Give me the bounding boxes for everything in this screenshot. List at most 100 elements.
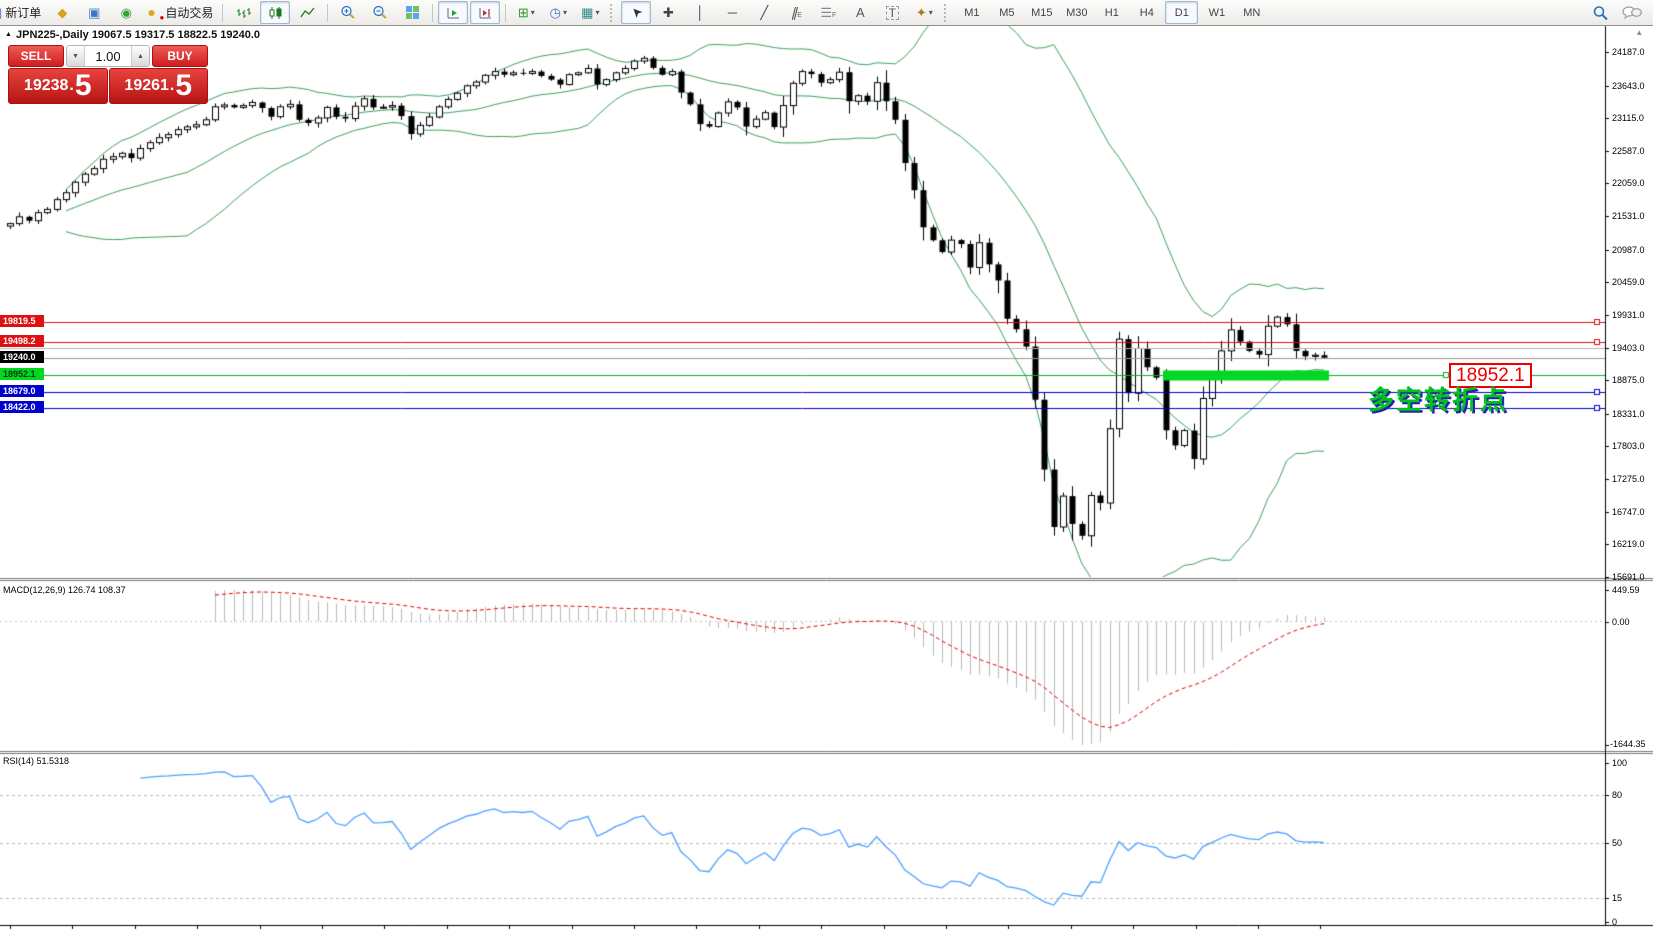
zoom-in-icon — [341, 5, 355, 19]
timeframe-button-m15[interactable]: M15 — [1031, 6, 1053, 19]
volume-input[interactable]: 1.00 — [95, 48, 121, 64]
cursor-tool-button[interactable]: ➤ — [621, 1, 652, 24]
sell-button[interactable]: SELL — [8, 45, 64, 67]
volume-increase-button[interactable]: ▲ — [131, 46, 149, 66]
vertical-line-tool-button[interactable]: │ — [685, 1, 715, 24]
sell-price-sep: . — [69, 77, 74, 94]
volume-stepper: ▼ 1.00 ▲ — [66, 45, 150, 67]
zoom-out-button[interactable] — [365, 1, 395, 24]
timeframe-button-w1[interactable]: W1 — [1208, 6, 1226, 19]
main-toolbar: ▤ 新订单 ◆ ▣ ◉ ● ● 自动交易 — [0, 0, 1653, 26]
new-order-button[interactable]: ▤ 新订单 — [0, 1, 45, 24]
indicators-button[interactable]: ⊞ ▾ — [511, 1, 541, 24]
timeframe-button-h1[interactable]: H1 — [1104, 6, 1119, 19]
autotrading-label: 自动交易 — [165, 6, 214, 20]
shapes-icon: ✦ — [915, 5, 927, 20]
buy-price-sep: . — [169, 77, 175, 94]
pivot-caption-text[interactable]: 多空转折点 — [1368, 385, 1509, 415]
chart-shift-button[interactable] — [470, 1, 501, 24]
trendline-icon: ╱ — [760, 5, 769, 20]
chart-wizard-icon: ◆ — [57, 5, 68, 20]
vertical-line-icon: │ — [696, 5, 705, 20]
text-label-tool-button[interactable]: T — [877, 1, 907, 24]
timeframe-button-mn[interactable]: MN — [1243, 6, 1261, 19]
cursor-icon: ➤ — [627, 3, 646, 22]
new-order-label: 新订单 — [5, 6, 42, 20]
toolbar-separator — [505, 3, 507, 22]
bar-chart-button[interactable] — [228, 1, 258, 24]
timeframe-toolbar: M1 M5 M15 M30 H1 H4 D1 W1 MN — [954, 1, 1269, 24]
buy-button[interactable]: BUY — [152, 45, 208, 67]
zoom-out-icon — [373, 5, 387, 19]
zoom-in-button[interactable] — [333, 1, 363, 24]
sell-price-panel[interactable]: 19238 . 5 — [8, 68, 108, 104]
collapse-icon[interactable]: ▲ — [5, 31, 12, 38]
toolbar-separator — [327, 3, 329, 22]
templates-button[interactable]: ▦ ▾ — [575, 1, 605, 24]
toolbar-separator — [222, 3, 224, 22]
chart-wizard-button[interactable]: ◆ — [47, 1, 77, 24]
line-chart-button[interactable] — [292, 1, 322, 24]
price-callout-label[interactable]: 18952.1 — [1449, 363, 1532, 388]
tile-windows-button[interactable] — [397, 1, 427, 24]
chevron-down-icon: ▾ — [595, 8, 600, 17]
text-tool-icon: A — [855, 5, 865, 20]
text-label-icon: T — [885, 5, 899, 20]
toolbar-grip[interactable] — [610, 3, 616, 22]
buy-price-panel[interactable]: 19261 . 5 — [108, 68, 208, 104]
symbol-ohlc-title: JPN225-,Daily 19067.5 19317.5 18822.5 19… — [16, 29, 261, 41]
candlestick-chart-button[interactable] — [260, 1, 291, 24]
buy-price-frac: 5 — [175, 69, 193, 102]
timeframe-button-d1[interactable]: D1 — [1165, 1, 1199, 24]
timeframe-button-h4[interactable]: H4 — [1139, 6, 1154, 19]
tile-windows-icon — [405, 6, 419, 19]
crosshair-icon: ✚ — [662, 5, 674, 20]
chart-shift-icon — [479, 7, 491, 18]
auto-scroll-button[interactable] — [438, 1, 469, 24]
timeframe-button-m30[interactable]: M30 — [1066, 6, 1088, 19]
trendline-tool-button[interactable]: ╱ — [749, 1, 779, 24]
channel-icon: ∥ — [790, 5, 798, 20]
search-button[interactable] — [1585, 1, 1615, 24]
search-icon — [1593, 5, 1608, 20]
remote-screens-button[interactable]: ▣ — [79, 1, 109, 24]
signals-icon: ◉ — [120, 5, 132, 20]
fibonacci-icon: ☰ — [820, 5, 833, 20]
scroll-up-icon[interactable]: ▴ — [1637, 27, 1642, 37]
chevron-down-icon: ▾ — [562, 8, 567, 17]
horizontal-line-tool-button[interactable]: ─ — [717, 1, 747, 24]
signals-button[interactable]: ◉ — [111, 1, 141, 24]
auto-scroll-icon — [447, 7, 459, 18]
new-order-icon: ▤ — [0, 6, 2, 19]
channel-sub-label: E — [797, 12, 802, 19]
volume-decrease-button[interactable]: ▼ — [67, 46, 85, 66]
autotrading-icon: ● ● — [147, 4, 165, 22]
one-click-trade-panel: SELL ▼ 1.00 ▲ BUY 19238 . 5 19261 . 5 — [8, 45, 208, 104]
sell-price-frac: 5 — [74, 69, 92, 102]
timeframe-button-m5[interactable]: M5 — [999, 6, 1015, 19]
buy-price-int: 19261 — [124, 77, 169, 94]
templates-icon: ▦ — [581, 5, 594, 20]
horizontal-line-icon: ─ — [727, 5, 737, 20]
clock-icon: ◷ — [549, 5, 561, 20]
periods-button[interactable]: ◷ ▾ — [543, 1, 573, 24]
timeframe-button-m1[interactable]: M1 — [964, 6, 980, 19]
chevron-down-icon: ▾ — [928, 8, 933, 17]
toolbar-grip[interactable] — [944, 3, 950, 22]
sell-price-int: 19238 — [23, 77, 69, 94]
chat-button[interactable] — [1617, 1, 1647, 24]
bar-chart-icon — [236, 7, 251, 18]
arrows-tool-button[interactable]: ✦ ▾ — [909, 1, 939, 24]
fibonacci-tool-button[interactable]: ☰ F — [813, 1, 843, 24]
line-chart-icon — [300, 7, 315, 17]
indicators-icon: ⊞ — [517, 5, 529, 20]
toolbar-separator — [432, 3, 434, 22]
crosshair-tool-button[interactable]: ✚ — [653, 1, 683, 24]
autotrading-button[interactable]: ● ● 自动交易 — [143, 1, 217, 24]
channel-tool-button[interactable]: ∥ E — [781, 1, 811, 24]
fibonacci-sub-label: F — [832, 12, 837, 19]
text-tool-button[interactable]: A — [845, 1, 875, 24]
chat-icon — [1622, 5, 1642, 19]
